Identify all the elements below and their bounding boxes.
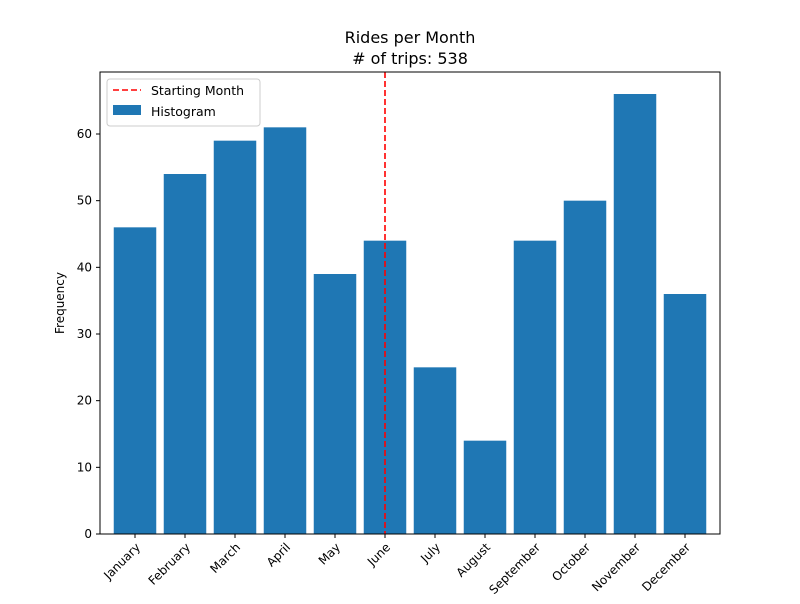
bar-december: [663, 294, 707, 534]
x-tick-label-november: November: [589, 540, 643, 594]
plot-frame: [99, 71, 721, 535]
x-tick-label-july: July: [417, 540, 443, 566]
bar-group: [113, 94, 707, 535]
chart-title: Rides per Month: [345, 28, 476, 47]
x-tick-label-september: September: [486, 540, 543, 597]
x-tick-label-october: October: [549, 540, 593, 584]
bar-october: [563, 200, 607, 534]
y-tick-label: 20: [77, 394, 92, 408]
y-tick-label: 60: [77, 127, 92, 141]
y-tick-label: 10: [77, 460, 92, 474]
x-tick-label-june: June: [364, 540, 393, 569]
y-tick-label: 40: [77, 260, 92, 274]
x-tick-label-march: March: [207, 540, 243, 576]
x-tick-label-december: December: [639, 540, 693, 594]
bar-february: [163, 174, 207, 534]
y-axis: 0 10 20 30 40 50 60: [77, 127, 100, 541]
bar-april: [263, 127, 307, 534]
x-tick-label-february: February: [146, 540, 194, 588]
legend-box: [106, 78, 261, 127]
bar-august: [463, 440, 507, 534]
chart-subtitle: # of trips: 538: [352, 49, 468, 68]
y-tick-label: 50: [77, 194, 92, 208]
y-axis-label: Frequency: [53, 272, 67, 334]
legend-swatch-histogram: [113, 105, 141, 115]
bar-september: [513, 240, 557, 534]
bar-january: [113, 227, 157, 535]
legend-label-histogram: Histogram: [151, 104, 216, 119]
legend: Starting Month Histogram: [106, 78, 261, 127]
bar-july: [413, 367, 457, 534]
bar-november: [613, 94, 657, 534]
y-tick-label: 30: [77, 327, 92, 341]
bar-march: [213, 140, 257, 534]
bar-may: [313, 274, 357, 534]
x-tick-label-april: April: [264, 540, 293, 569]
x-tick-label-may: May: [316, 540, 343, 567]
legend-label-starting-month: Starting Month: [151, 83, 244, 98]
x-tick-label-january: January: [100, 540, 143, 583]
x-axis: January February March April May June July Augu…: [100, 534, 693, 597]
y-tick-label: 0: [84, 527, 92, 541]
x-tick-label-august: August: [454, 540, 494, 580]
